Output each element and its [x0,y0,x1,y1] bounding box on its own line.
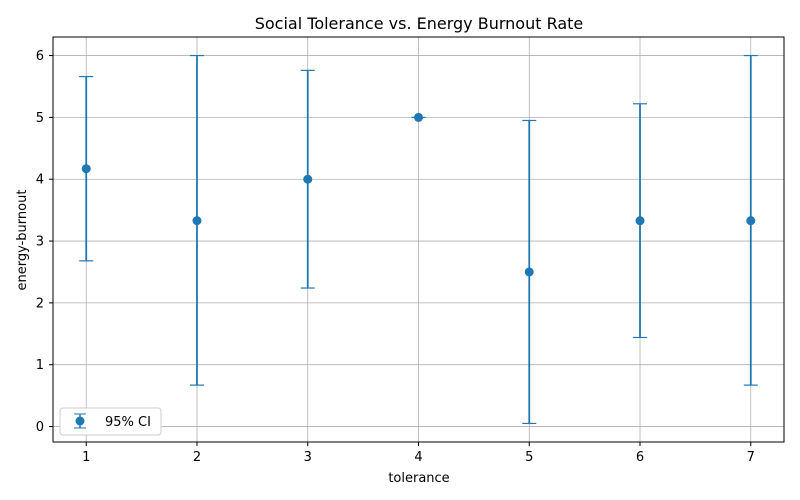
data-point [81,164,91,174]
x-tick-label: 2 [193,450,201,465]
y-axis-label: energy-burnout [15,190,30,291]
legend-label: 95% CI [105,415,151,430]
y-tick-label: 5 [36,111,44,126]
x-tick-label: 3 [304,450,312,465]
data-points [81,112,756,277]
data-point [192,216,202,226]
y-tick-label: 1 [36,358,44,373]
legend: 95% CI [59,407,162,436]
data-point [746,216,756,226]
data-point [303,174,313,184]
x-axis-label: tolerance [388,471,449,486]
x-axis-ticks: 1 2 3 4 5 6 7 [82,442,755,465]
x-tick-label: 4 [414,450,422,465]
data-point [524,267,534,277]
y-tick-label: 0 [36,420,44,435]
y-tick-label: 4 [36,173,44,188]
y-tick-label: 2 [36,296,44,311]
x-tick-label: 7 [747,450,755,465]
x-tick-label: 6 [636,450,644,465]
y-axis-ticks: 0 1 2 3 4 5 6 [36,49,53,435]
y-tick-label: 6 [36,49,44,64]
legend-marker-icon [75,416,85,426]
data-point [635,216,645,226]
x-tick-label: 1 [82,450,90,465]
chart-title: Social Tolerance vs. Energy Burnout Rate [255,14,584,33]
x-tick-label: 5 [525,450,533,465]
y-tick-label: 3 [36,235,44,250]
data-point [414,112,423,122]
